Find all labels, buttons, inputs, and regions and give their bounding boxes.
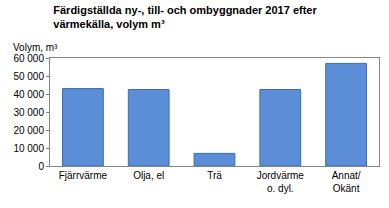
svg-text:Annat/Okänt: Annat/Okänt [332, 170, 361, 194]
svg-text:Volym, m³: Volym, m³ [13, 42, 58, 53]
svg-text:Färdigställda ny-, till- och o: Färdigställda ny-, till- och ombyggnader… [53, 4, 317, 30]
svg-text:10 000: 10 000 [13, 143, 44, 154]
svg-text:Jordvärmeo. dyl.: Jordvärmeo. dyl. [257, 170, 305, 194]
svg-text:20 000: 20 000 [13, 125, 44, 136]
svg-text:60 000: 60 000 [13, 53, 44, 64]
svg-text:30 000: 30 000 [13, 107, 44, 118]
svg-text:Trä: Trä [207, 170, 222, 181]
svg-text:0: 0 [38, 161, 44, 172]
svg-text:50 000: 50 000 [13, 71, 44, 82]
svg-text:40 000: 40 000 [13, 89, 44, 100]
svg-text:Fjärrvärme: Fjärrvärme [59, 170, 108, 181]
svg-text:Olja, el: Olja, el [133, 170, 164, 181]
